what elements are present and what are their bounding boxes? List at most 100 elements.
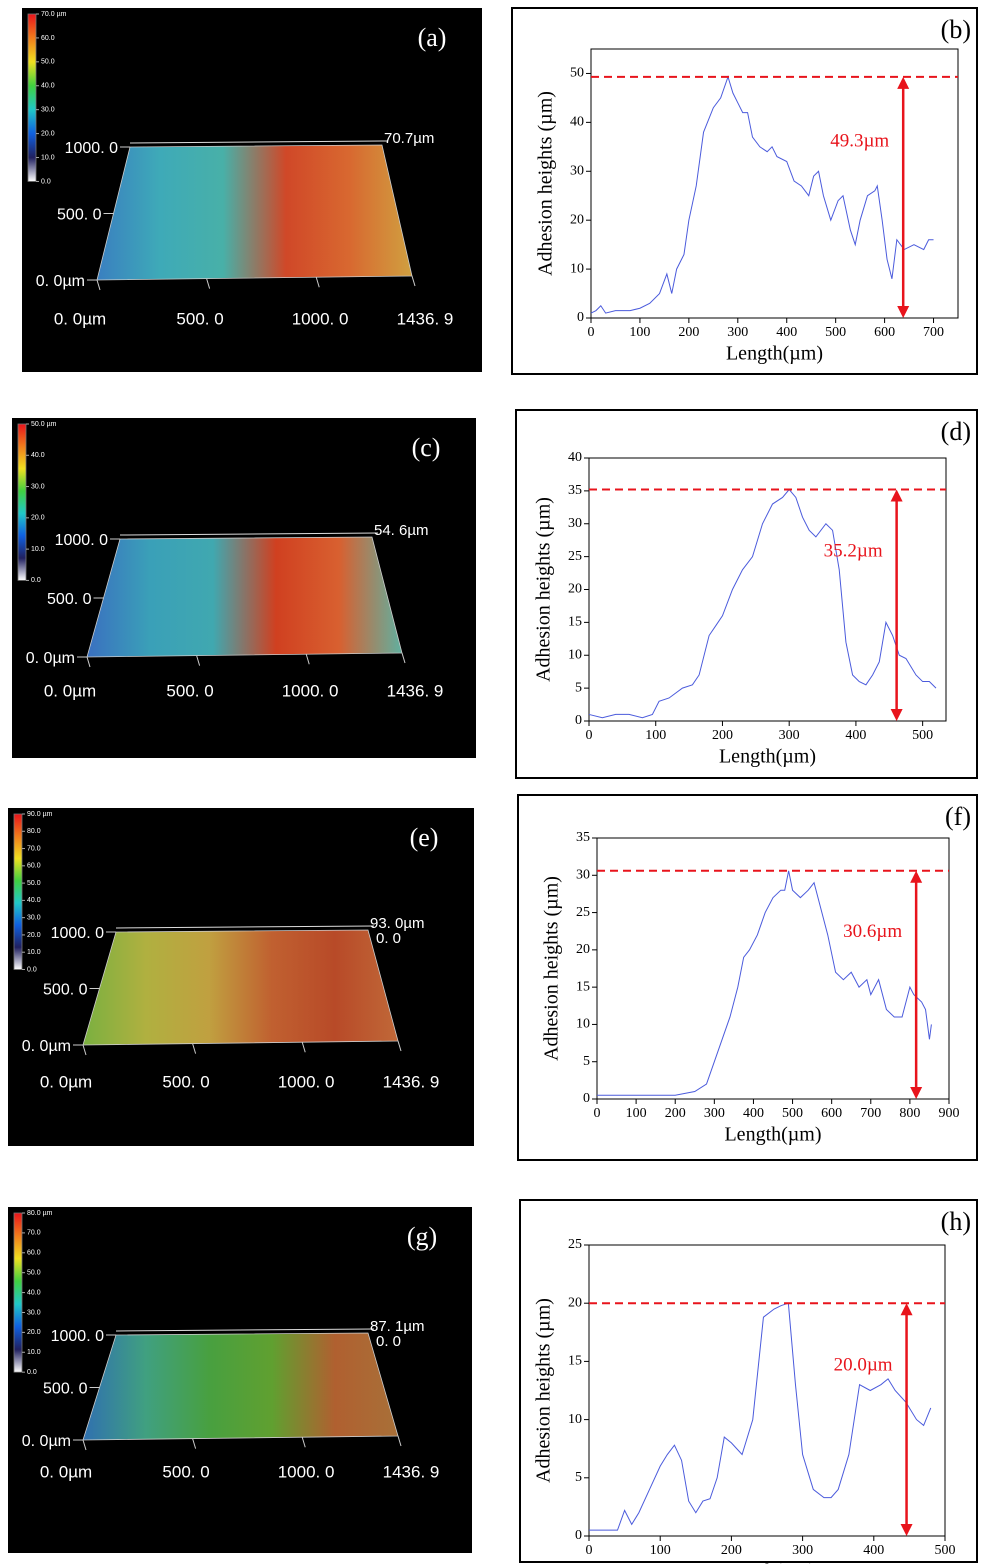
- y-tick-label: 0: [583, 1091, 590, 1106]
- y-tick-label: 35: [576, 830, 590, 845]
- arrow-head: [897, 306, 910, 318]
- colorbar-label: 50.0 µm: [31, 421, 57, 428]
- colorbar-label: 10.0: [27, 1349, 41, 1356]
- surface: [82, 1332, 399, 1441]
- y-axis-title: Adhesion heights (µm): [535, 91, 557, 276]
- x-tick-label: 500. 0: [162, 1462, 209, 1481]
- x-tick-label: 0. 0µm: [44, 681, 96, 700]
- height-annotation: 35.2µm: [824, 540, 883, 561]
- data-line: [588, 488, 937, 719]
- x-tick-label: 400: [776, 325, 797, 340]
- x-tick: [196, 655, 201, 666]
- x-tick-label: 1000. 0: [282, 681, 339, 700]
- y-tick-label: 0: [577, 310, 584, 325]
- y-tick-label: 500. 0: [57, 207, 102, 224]
- x-tick: [86, 656, 91, 668]
- y-tick-label: 0. 0µm: [22, 1038, 71, 1055]
- colorbar-label: 30.0: [27, 1309, 41, 1316]
- x-tick-label: 400: [863, 1543, 884, 1558]
- x-tick-label: 400: [845, 728, 866, 743]
- colorbar-label: 80.0 µm: [27, 1210, 53, 1217]
- arrow-head: [890, 709, 903, 721]
- x-tick-label: 0: [588, 325, 595, 340]
- colorbar: [27, 13, 37, 182]
- x-tick: [192, 1043, 197, 1054]
- x-tick-label: 1436. 9: [383, 1462, 440, 1481]
- panel-label: (f): [945, 802, 971, 831]
- y-tick-label: 1000. 0: [65, 140, 118, 157]
- x-tick-label: 500: [935, 1543, 956, 1558]
- arrow-head: [890, 489, 903, 502]
- y-tick-label: 1000. 0: [51, 925, 104, 942]
- x-tick-label: 500. 0: [176, 309, 223, 328]
- x-tick-label: 500: [782, 1106, 803, 1121]
- colorbar-label: 40.0: [27, 897, 41, 904]
- y-tick-label: 0. 0µm: [22, 1433, 71, 1450]
- y-tick-label: 10: [576, 1017, 590, 1032]
- colorbar-label: 0.0: [27, 1369, 37, 1376]
- x-tick: [82, 1044, 87, 1056]
- x-tick-label: 1000. 0: [278, 1462, 335, 1481]
- colorbar-label: 10.0: [27, 949, 41, 956]
- panel-label: (h): [941, 1207, 971, 1236]
- z-label: 70.7µm: [384, 130, 434, 147]
- panel-label: (b): [941, 15, 971, 44]
- x-axis-title: Length(µm): [726, 343, 823, 365]
- x-tick-label: 1436. 9: [387, 681, 444, 700]
- y-tick-label: 15: [576, 979, 590, 994]
- x-tick-label: 0: [594, 1106, 601, 1121]
- x-axis-title: Length(µm): [718, 1561, 815, 1564]
- surface: [86, 536, 403, 658]
- z-label: 54. 6µm: [374, 522, 429, 539]
- colorbar-label: 40.0: [31, 452, 45, 459]
- panel-label: (d): [941, 417, 971, 446]
- colorbar-label: 20.0: [27, 1329, 41, 1336]
- x-tick: [206, 278, 211, 289]
- plot-frame: [588, 1244, 946, 1537]
- y-tick-label: 25: [568, 1237, 582, 1252]
- y-tick-label: 0: [575, 713, 582, 728]
- x-tick: [411, 275, 416, 287]
- panel-border: [511, 7, 978, 375]
- x-tick-label: 0: [586, 728, 593, 743]
- y-tick-label: 25: [576, 905, 590, 920]
- x-tick: [401, 652, 406, 664]
- x-tick: [192, 1438, 197, 1449]
- colorbar-label: 60.0: [27, 1250, 41, 1257]
- back-frame: [119, 532, 379, 536]
- x-tick: [82, 1439, 87, 1451]
- colorbar-label: 20.0: [27, 932, 41, 939]
- arrow-head: [900, 1524, 913, 1536]
- x-tick: [397, 1040, 402, 1052]
- colorbar-label: 30.0: [27, 914, 41, 921]
- x-tick-label: 600: [874, 325, 895, 340]
- colorbar: [13, 1212, 23, 1373]
- colorbar-label: 20.0: [41, 130, 55, 137]
- colorbar-label: 0.0: [27, 966, 37, 973]
- colorbar-label: 20.0: [31, 515, 45, 522]
- panel-border: [517, 794, 978, 1161]
- y-tick-label: 20: [568, 582, 582, 597]
- y-tick-label: 30: [568, 516, 582, 531]
- y-tick-label: 0. 0µm: [26, 650, 75, 667]
- colorbar: [13, 813, 23, 970]
- x-tick-label: 0. 0µm: [54, 309, 106, 328]
- z-label: 0. 0: [376, 1333, 401, 1350]
- colorbar-label: 60.0: [27, 863, 41, 870]
- y-tick-label: 1000. 0: [51, 1328, 104, 1345]
- x-tick-label: 1436. 9: [383, 1072, 440, 1091]
- x-tick-label: 500: [825, 325, 846, 340]
- x-tick-label: 0. 0µm: [40, 1072, 92, 1091]
- arrow-head: [897, 76, 910, 89]
- x-tick-label: 1000. 0: [292, 309, 349, 328]
- colorbar-label: 50.0: [27, 880, 41, 887]
- colorbar-label: 60.0: [41, 35, 55, 42]
- panel-label: (e): [410, 823, 439, 852]
- x-tick: [301, 1437, 306, 1448]
- y-tick-label: 0. 0µm: [36, 273, 85, 290]
- x-tick-label: 300: [792, 1543, 813, 1558]
- y-tick-label: 30: [570, 163, 584, 178]
- y-tick-label: 15: [568, 615, 582, 630]
- y-tick-label: 20: [570, 212, 584, 227]
